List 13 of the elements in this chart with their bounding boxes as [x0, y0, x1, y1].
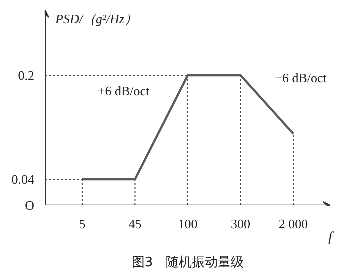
x-tick-label: 300	[231, 216, 251, 232]
y-tick-label: 0.2	[18, 68, 34, 83]
x-tick-label: 45	[128, 216, 142, 232]
y-tick-label: O	[25, 198, 34, 213]
text: 图3 随机振动量级	[132, 256, 244, 270]
annotation: +6 dB/oct	[98, 83, 150, 98]
x-tick-label: 5	[79, 216, 86, 232]
y-axis-title: PSD/（g²/Hz）	[54, 12, 138, 26]
x-axis-title: f	[328, 230, 335, 246]
annotation: −6 dB/oct	[275, 70, 328, 86]
x-tick-label: 100	[178, 216, 198, 232]
y-tick-label: 0.04	[12, 172, 35, 187]
x-tick-label: 2 000	[278, 216, 308, 232]
